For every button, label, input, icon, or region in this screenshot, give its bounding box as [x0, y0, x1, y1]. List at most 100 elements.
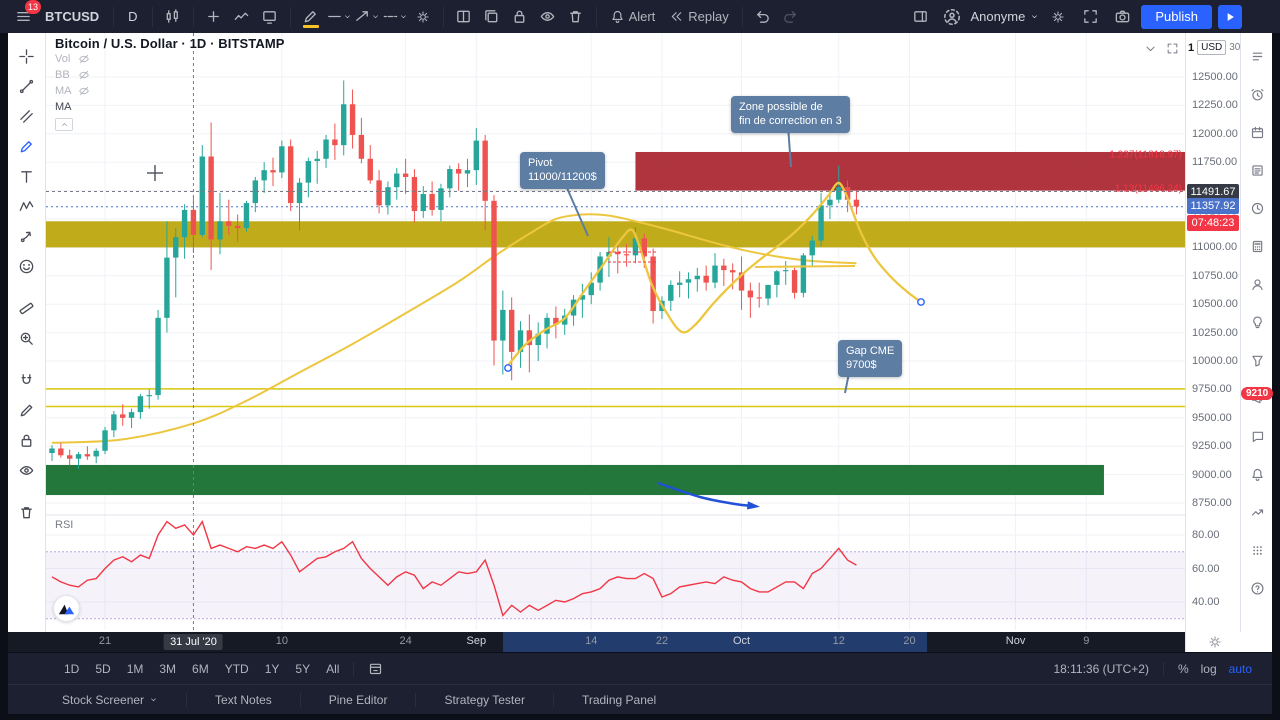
tradingview-logo[interactable]: [53, 595, 80, 622]
range-button-ytd[interactable]: YTD: [224, 661, 249, 676]
lock-tool-icon[interactable]: [12, 425, 42, 455]
eye-off-icon[interactable]: [78, 85, 90, 97]
menu-icon[interactable]: 13: [10, 0, 41, 30]
screener-icon[interactable]: [1241, 347, 1273, 385]
time-axis[interactable]: 21 10 24 Sep 14 22 Oct 12 20 Nov 9 31 Jul '20: [8, 632, 1185, 652]
range-button-3m[interactable]: 3M: [159, 661, 177, 676]
interval-button[interactable]: D: [128, 9, 138, 24]
remove-drawings-trash-icon[interactable]: [563, 4, 589, 30]
indicators-icon[interactable]: [229, 4, 255, 30]
extend-style-icon[interactable]: [382, 4, 408, 30]
zoom-tool-icon[interactable]: [12, 323, 42, 353]
templates-icon[interactable]: [257, 4, 283, 30]
layout-grid-icon[interactable]: [451, 4, 477, 30]
selected-time-range[interactable]: [502, 632, 928, 652]
fullscreen-icon[interactable]: [1077, 4, 1103, 30]
go-to-date-icon[interactable]: [362, 656, 388, 682]
tab-strategy-tester[interactable]: Strategy Tester: [444, 692, 525, 707]
range-button-all[interactable]: All: [326, 661, 340, 676]
auto-scale-button[interactable]: auto: [1228, 661, 1252, 676]
idea-icon[interactable]: [1241, 309, 1273, 347]
drawing-settings-gear-icon[interactable]: [410, 4, 436, 30]
chart-style-candles-icon[interactable]: [160, 4, 186, 30]
trash-tool-icon[interactable]: [12, 497, 42, 527]
tab-trading-panel[interactable]: Trading Panel: [581, 692, 657, 707]
legend-collapse-button[interactable]: [55, 118, 73, 131]
clone-icon[interactable]: [479, 4, 505, 30]
indicator-row-ma[interactable]: MA: [55, 99, 285, 115]
magnet-tool-icon[interactable]: [12, 365, 42, 395]
rsi-pane-label[interactable]: RSI: [55, 519, 74, 531]
alert-button[interactable]: Alert: [604, 9, 662, 24]
settings-gear-icon[interactable]: [1045, 4, 1071, 30]
hide-drawings-eye-icon[interactable]: [535, 4, 561, 30]
parallel-tool-icon[interactable]: [12, 101, 42, 131]
edit-tool-icon[interactable]: [12, 395, 42, 425]
symbol-button[interactable]: BTCUSD: [45, 9, 100, 24]
range-button-1d[interactable]: 1D: [64, 661, 80, 676]
calendar-icon[interactable]: [1241, 119, 1273, 157]
eye-tool-icon[interactable]: [12, 455, 42, 485]
publish-play-button[interactable]: [1218, 4, 1242, 29]
tab-stock-screener[interactable]: Stock Screener: [62, 693, 158, 707]
percent-scale-button[interactable]: %: [1177, 661, 1189, 676]
indicator-row-vol[interactable]: Vol: [55, 51, 285, 67]
user-menu[interactable]: Anonyme: [939, 4, 1039, 30]
publish-button[interactable]: Publish: [1141, 4, 1212, 29]
apps-icon[interactable]: [1241, 537, 1273, 575]
ruler-tool-icon[interactable]: [12, 293, 42, 323]
compare2-icon[interactable]: [1241, 499, 1273, 537]
trendline-tool-icon[interactable]: [12, 71, 42, 101]
range-button-5d[interactable]: 5D: [95, 661, 111, 676]
megaphone-icon[interactable]: 9210: [1241, 385, 1274, 423]
arrow-style-icon[interactable]: [354, 4, 380, 30]
eye-off-icon[interactable]: [78, 69, 90, 81]
timezone-gear-icon[interactable]: [1208, 635, 1222, 649]
range-button-1y[interactable]: 1Y: [264, 661, 280, 676]
smiley-tool-icon[interactable]: [12, 251, 42, 281]
text-tool-icon[interactable]: [12, 161, 42, 191]
chart-legend: Bitcoin / U.S. Dollar · 1D · BITSTAMP Vo…: [55, 36, 285, 131]
brush-tool-icon[interactable]: [12, 131, 42, 161]
forecast-tool-icon[interactable]: [12, 221, 42, 251]
line-style-icon[interactable]: [326, 4, 352, 30]
range-button-1m[interactable]: 1M: [126, 661, 144, 676]
calc-icon[interactable]: [1241, 233, 1273, 271]
pivot-annotation[interactable]: Pivot 11000/11200$: [520, 152, 605, 189]
alarm-icon[interactable]: [1241, 81, 1273, 119]
watchlist-icon[interactable]: [1241, 43, 1273, 81]
indicator-row-ma-hidden[interactable]: MA: [55, 83, 285, 99]
crosshair-tool-icon[interactable]: [12, 41, 42, 71]
bell-icon[interactable]: [1241, 461, 1273, 499]
timer-icon[interactable]: [1241, 195, 1273, 233]
pattern-tool-icon[interactable]: [12, 191, 42, 221]
chat-icon[interactable]: [1241, 423, 1273, 461]
snapshot-camera-icon[interactable]: [1109, 4, 1135, 30]
range-button-6m[interactable]: 6M: [192, 661, 209, 676]
correction-zone-annotation[interactable]: Zone possible de fin de correction en 3: [731, 96, 850, 133]
undo-icon[interactable]: [750, 4, 776, 30]
redo-icon[interactable]: [778, 4, 804, 30]
compare-icon[interactable]: [201, 4, 227, 30]
eye-off-icon[interactable]: [78, 53, 90, 65]
clock-label[interactable]: 18:11:36 (UTC+2): [1053, 661, 1149, 676]
currency-unit-toggle[interactable]: USD: [1197, 40, 1227, 55]
help-icon[interactable]: [1241, 575, 1273, 613]
price-axis[interactable]: 1 USD 30 12500.00 12250.00 12000.00 11750.0…: [1185, 33, 1240, 632]
pane-maximize-icon[interactable]: [1163, 39, 1181, 57]
range-button-5y[interactable]: 5Y: [295, 661, 311, 676]
replay-button[interactable]: Replay: [663, 9, 734, 24]
tab-text-notes[interactable]: Text Notes: [215, 692, 272, 707]
gap-cme-annotation[interactable]: Gap CME 9700$: [838, 340, 903, 377]
tab-pine-editor[interactable]: Pine Editor: [328, 692, 388, 707]
brush-color-icon[interactable]: [298, 4, 324, 30]
drawing-toolbar: [8, 33, 46, 632]
pane-collapse-icon[interactable]: [1141, 39, 1159, 57]
chart-area[interactable]: 1.237(11818.97) 1.13(11496.24) Bitcoin / …: [46, 33, 1185, 632]
profile-icon[interactable]: [1241, 271, 1273, 309]
indicator-row-bb[interactable]: BB: [55, 67, 285, 83]
log-scale-button[interactable]: log: [1200, 661, 1217, 676]
lock-icon[interactable]: [507, 4, 533, 30]
news-icon[interactable]: [1241, 157, 1273, 195]
manage-layout-icon[interactable]: [907, 4, 933, 30]
